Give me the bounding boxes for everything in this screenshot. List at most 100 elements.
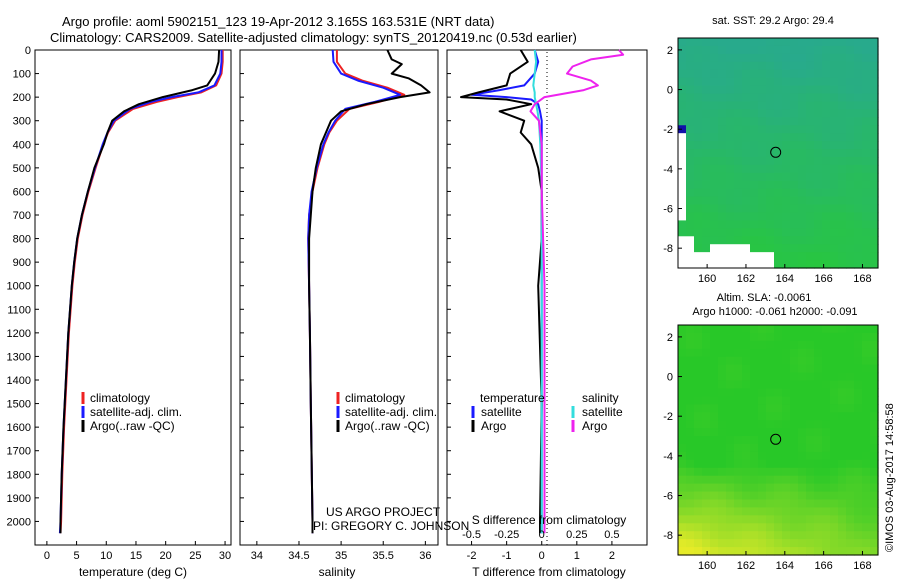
map-cell (862, 467, 871, 477)
map-cell (718, 93, 727, 103)
map-cell (734, 85, 743, 95)
map-cell (694, 364, 703, 374)
longitude-tick-label: 166 (814, 273, 832, 285)
map-cell (742, 196, 751, 206)
map-cell (742, 436, 751, 445)
map-cell (750, 125, 759, 134)
difference-panel: -2 -1 0 1 2-0.5 -0.25 0 0.25 0.5 S difference fr… (446, 49, 648, 579)
map-cell (870, 547, 879, 556)
map-cell (710, 196, 719, 206)
map-cell (846, 364, 855, 374)
map-cell (846, 420, 855, 429)
map-cell (718, 459, 727, 469)
map-cell (814, 467, 823, 477)
map-cell (702, 443, 711, 453)
map-cell (742, 459, 751, 469)
map-cell (806, 372, 815, 382)
map-cell (678, 212, 687, 222)
map-cell (750, 467, 759, 477)
map-cell (854, 451, 863, 461)
map-cell (750, 188, 759, 198)
map-cell (766, 467, 775, 477)
map-cell (870, 260, 879, 269)
map-cell (870, 61, 879, 71)
map-cell (694, 507, 703, 516)
map-cell (766, 388, 775, 397)
map-cell (862, 483, 871, 493)
map-cell (694, 228, 703, 237)
map-cell (782, 204, 791, 214)
map-cell (710, 515, 719, 524)
sla-heatmap (678, 325, 879, 556)
map-cell (702, 188, 711, 198)
map-cell (798, 212, 807, 222)
map-cell (726, 61, 735, 71)
map-cell (726, 372, 735, 382)
map-cell (686, 507, 695, 516)
map-cell (862, 117, 871, 126)
map-cell (742, 428, 751, 437)
map-cell (734, 428, 743, 437)
depth-tick-label: 500 (13, 163, 31, 175)
map-cell (686, 244, 695, 253)
map-cell (678, 332, 687, 342)
map-cell (702, 380, 711, 390)
map-cell (782, 531, 791, 540)
map-cell (750, 420, 759, 429)
map-cell (830, 101, 839, 110)
map-cell (694, 38, 703, 47)
map-cell (742, 53, 751, 63)
map-cell (718, 133, 727, 142)
map-cell (806, 428, 815, 437)
map-cell (854, 459, 863, 469)
map-cell (854, 45, 863, 55)
map-cell (790, 475, 799, 485)
map-cell (822, 220, 831, 229)
map-cell (774, 228, 783, 237)
map-cell (854, 325, 863, 334)
map-cell (854, 436, 863, 445)
map-cell (854, 443, 863, 453)
map-cell (798, 348, 807, 358)
map-cell (806, 125, 815, 134)
map-cell (862, 77, 871, 87)
map-cell (726, 53, 735, 63)
map-cell (814, 475, 823, 485)
map-cell (758, 475, 767, 485)
map-cell (790, 412, 799, 421)
map-cell (774, 396, 783, 405)
map-cell (790, 260, 799, 269)
map-cell (686, 539, 695, 548)
map-cell (702, 531, 711, 540)
sla-map-title: Altim. SLA: -0.0061 (717, 292, 812, 304)
map-cell (742, 149, 751, 158)
map-cell (798, 149, 807, 158)
map-cell (854, 260, 863, 269)
map-cell (870, 443, 879, 453)
map-cell (846, 38, 855, 47)
map-cell (862, 236, 871, 245)
map-cell (822, 491, 831, 501)
map-cell (854, 164, 863, 174)
map-cell (854, 172, 863, 182)
s-difference-axis-label: S difference from climatology (472, 513, 627, 527)
map-cell (702, 38, 711, 47)
map-cell (870, 388, 879, 397)
depth-tick-label: 900 (13, 257, 31, 269)
map-cell (814, 380, 823, 390)
map-cell (806, 156, 815, 166)
map-cell (742, 69, 751, 79)
map-cell (678, 236, 687, 245)
map-cell (710, 53, 719, 63)
map-cell (814, 220, 823, 229)
map-cell (814, 451, 823, 461)
t-difference-tick-label: -2 (467, 550, 477, 562)
map-cell (830, 340, 839, 350)
map-cell (862, 164, 871, 174)
map-cell (710, 372, 719, 382)
map-cell (742, 212, 751, 222)
map-cell (726, 436, 735, 445)
map-cell (838, 396, 847, 405)
map-cell (710, 499, 719, 509)
map-cell (758, 523, 767, 532)
